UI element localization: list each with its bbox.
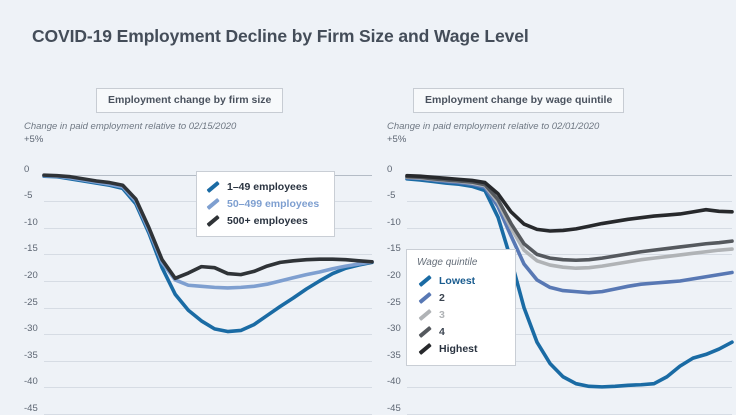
gridline: [44, 307, 372, 309]
y-axis-tick-label: -5: [24, 190, 33, 202]
legend-item-label: Lowest: [439, 274, 476, 287]
y-axis-tick-label: -40: [24, 376, 38, 388]
y-axis-tick-label: 0: [387, 163, 393, 175]
legend-item-label: 1–49 employees: [227, 180, 308, 193]
gridline: [407, 334, 732, 336]
tab-employment-change-by-firm-size[interactable]: Employment change by firm size: [96, 88, 284, 113]
gridline: [44, 334, 372, 336]
tab-employment-change-by-wage-quintile[interactable]: Employment change by wage quintile: [413, 88, 625, 113]
y-axis-tick-label: -15: [24, 243, 38, 255]
y-axis-tick-label: -10: [387, 216, 401, 228]
gridline: [407, 307, 732, 309]
legend-item[interactable]: Highest: [417, 340, 505, 357]
y-axis-tick-label: -25: [24, 296, 38, 308]
legend-firm-size: 1–49 employees 50–499 employees 500+ emp…: [196, 171, 335, 237]
gridline: [407, 254, 732, 256]
gridline: [44, 281, 372, 282]
legend-item-label: 4: [439, 325, 445, 338]
chart-panel-wage-quintile: Employment change by wage quintile Chang…: [378, 0, 736, 415]
page-title: COVID-19 Employment Decline by Firm Size…: [32, 26, 529, 46]
y-axis-tick-label: -35: [387, 349, 401, 361]
legend-wage-quintile: Wage quintile Lowest 2 3 4 Highest: [406, 249, 516, 366]
gridline: [407, 387, 732, 389]
y-axis-tick-label: -25: [387, 296, 401, 308]
chart-panel-firm-size: Employment change by firm size Change in…: [24, 88, 374, 415]
series-line: [42, 173, 374, 281]
y-axis-top-label-firm-size: +5%: [24, 134, 44, 145]
y-axis-tick-label: 0: [24, 163, 30, 175]
y-axis-tick-label: -20: [387, 270, 401, 281]
legend-item[interactable]: 2: [417, 289, 505, 306]
line-swatch-icon: [417, 273, 432, 288]
y-axis-tick-label: -40: [387, 376, 401, 388]
legend-item-label: 2: [439, 291, 445, 304]
gridline: [407, 201, 732, 203]
line-swatch-icon: [417, 290, 432, 305]
line-swatch-icon: [417, 307, 432, 322]
y-axis-tick-label: -5: [387, 190, 396, 202]
chart-subtitle-wage-quintile: Change in paid employment relative to 02…: [387, 121, 600, 132]
line-swatch-icon: [205, 196, 220, 211]
legend-item[interactable]: Lowest: [417, 272, 505, 289]
chart-series-group: [42, 173, 374, 334]
y-axis-tick-label: -45: [387, 403, 401, 414]
y-axis-tick-label: -45: [24, 403, 38, 414]
y-axis-tick-label: -10: [24, 216, 38, 228]
chart-subtitle-firm-size: Change in paid employment relative to 02…: [24, 121, 237, 132]
legend-item-label: 3: [439, 308, 445, 321]
gridline: [44, 360, 372, 362]
gridline: [407, 281, 732, 282]
gridline: [44, 254, 372, 256]
legend-item-label: 50–499 employees: [227, 197, 320, 210]
legend-item-label: 500+ employees: [227, 214, 308, 227]
series-line: [405, 173, 734, 233]
y-axis-tick-label: -15: [387, 243, 401, 255]
gridline: [44, 387, 372, 389]
y-axis-tick-label: -30: [24, 323, 38, 335]
legend-item[interactable]: 1–49 employees: [205, 178, 324, 195]
chart-series-group: [405, 173, 734, 389]
legend-item-label: Highest: [439, 342, 478, 355]
legend-item[interactable]: 3: [417, 306, 505, 323]
line-swatch-icon: [417, 324, 432, 339]
series-line: [405, 174, 734, 263]
y-axis-top-label-wage-quintile: +5%: [387, 134, 407, 145]
legend-item[interactable]: 500+ employees: [205, 212, 324, 229]
legend-title: Wage quintile: [417, 257, 478, 268]
y-axis-tick-label: -30: [387, 323, 401, 335]
legend-item[interactable]: 50–499 employees: [205, 195, 324, 212]
gridline: [407, 174, 732, 176]
line-swatch-icon: [205, 179, 220, 194]
legend-item[interactable]: 4: [417, 323, 505, 340]
line-swatch-icon: [205, 213, 220, 228]
line-swatch-icon: [417, 341, 432, 356]
gridline: [407, 360, 732, 362]
y-axis-tick-label: -35: [24, 349, 38, 361]
y-axis-tick-label: -20: [24, 270, 38, 281]
